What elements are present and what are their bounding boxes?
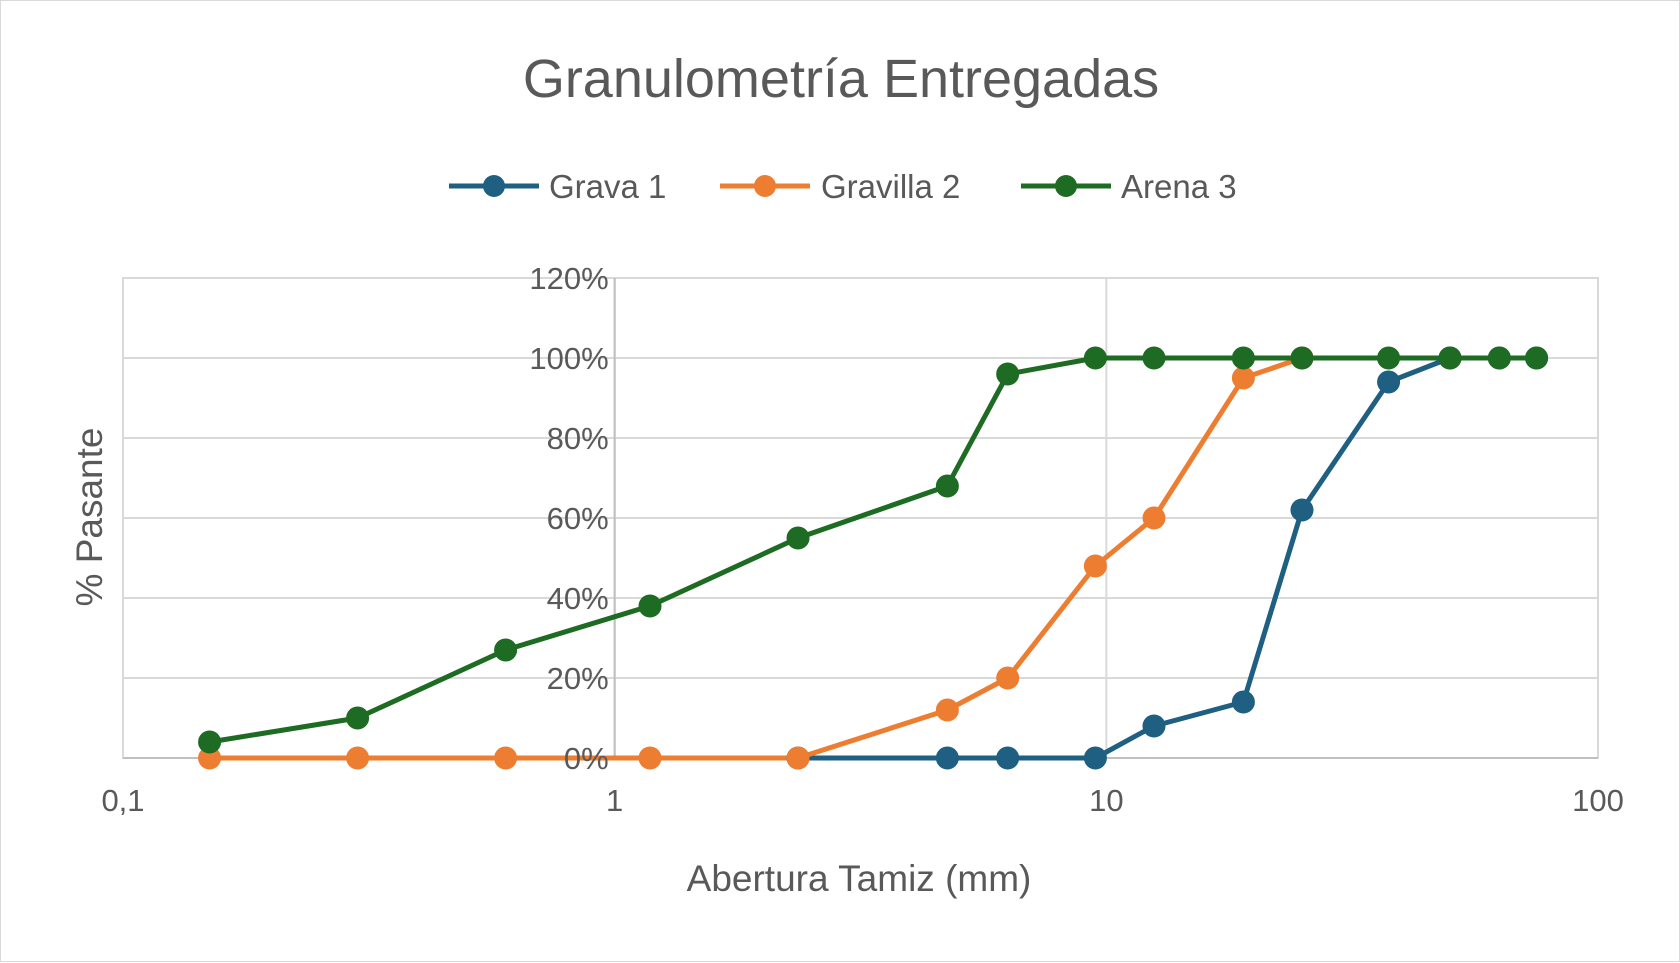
- data-point-arena-3: [198, 730, 222, 754]
- data-point-gravilla-2: [1231, 366, 1255, 390]
- series-lines: [207, 355, 1540, 761]
- x-tick-label: 1: [606, 783, 623, 818]
- data-point-gravilla-2: [1083, 554, 1107, 578]
- legend-item-arena-3: Arena 3: [1021, 168, 1237, 205]
- data-point-grava-1: [1083, 746, 1107, 770]
- data-point-arena-3: [638, 594, 662, 618]
- x-axis-title: Abertura Tamiz (mm): [687, 858, 1032, 899]
- data-point-arena-3: [1377, 346, 1401, 370]
- chart-title: Granulometría Entregadas: [523, 49, 1159, 109]
- data-point-arena-3: [1525, 346, 1549, 370]
- data-point-arena-3: [1438, 346, 1462, 370]
- y-tick-label: 40%: [547, 581, 609, 616]
- data-point-arena-3: [346, 706, 370, 730]
- x-tick-label: 10: [1089, 783, 1123, 818]
- data-point-arena-3: [1290, 346, 1314, 370]
- y-tick-label: 80%: [547, 421, 609, 456]
- y-tick-label: 100%: [529, 341, 608, 376]
- legend-marker-grava-1: [483, 175, 505, 197]
- legend-label-grava-1: Grava 1: [549, 168, 666, 205]
- y-tick-label: 20%: [547, 661, 609, 696]
- data-point-grava-1: [935, 746, 959, 770]
- data-point-arena-3: [1142, 346, 1166, 370]
- data-point-grava-1: [1377, 370, 1401, 394]
- data-point-arena-3: [1083, 346, 1107, 370]
- data-point-arena-3: [494, 638, 518, 662]
- data-point-arena-3: [786, 526, 810, 550]
- series-points: [198, 346, 1549, 770]
- legend-marker-gravilla-2: [754, 175, 776, 197]
- data-point-arena-3: [1231, 346, 1255, 370]
- data-point-arena-3: [1487, 346, 1511, 370]
- data-point-grava-1: [996, 746, 1020, 770]
- data-point-gravilla-2: [786, 746, 810, 770]
- data-point-gravilla-2: [346, 746, 370, 770]
- x-tick-label: 0,1: [101, 783, 144, 818]
- data-point-gravilla-2: [996, 666, 1020, 690]
- data-point-gravilla-2: [494, 746, 518, 770]
- data-point-grava-1: [1142, 714, 1166, 738]
- y-tick-label: 60%: [547, 501, 609, 536]
- legend-label-arena-3: Arena 3: [1121, 168, 1237, 205]
- y-axis-title: % Pasante: [69, 428, 110, 607]
- tick-labels: 0% 20% 40% 60% 80% 100% 120% 0,1 1 10 100: [101, 261, 1623, 818]
- data-point-arena-3: [935, 474, 959, 498]
- data-point-gravilla-2: [1142, 506, 1166, 530]
- x-tick-label: 100: [1572, 783, 1624, 818]
- y-tick-label: 0%: [564, 741, 609, 776]
- data-point-gravilla-2: [638, 746, 662, 770]
- data-point-arena-3: [996, 362, 1020, 386]
- legend-label-gravilla-2: Gravilla 2: [821, 168, 960, 205]
- legend-marker-arena-3: [1055, 175, 1077, 197]
- data-point-grava-1: [1231, 690, 1255, 714]
- legend-item-gravilla-2: Gravilla 2: [720, 168, 960, 205]
- series-line-arena-3: [207, 355, 1540, 745]
- data-point-grava-1: [1290, 498, 1314, 522]
- series-line-grava-1: [795, 355, 1540, 761]
- legend: Grava 1 Gravilla 2 Arena 3: [449, 168, 1237, 205]
- y-tick-label: 120%: [529, 261, 608, 296]
- legend-item-grava-1: Grava 1: [449, 168, 666, 205]
- data-point-gravilla-2: [935, 698, 959, 722]
